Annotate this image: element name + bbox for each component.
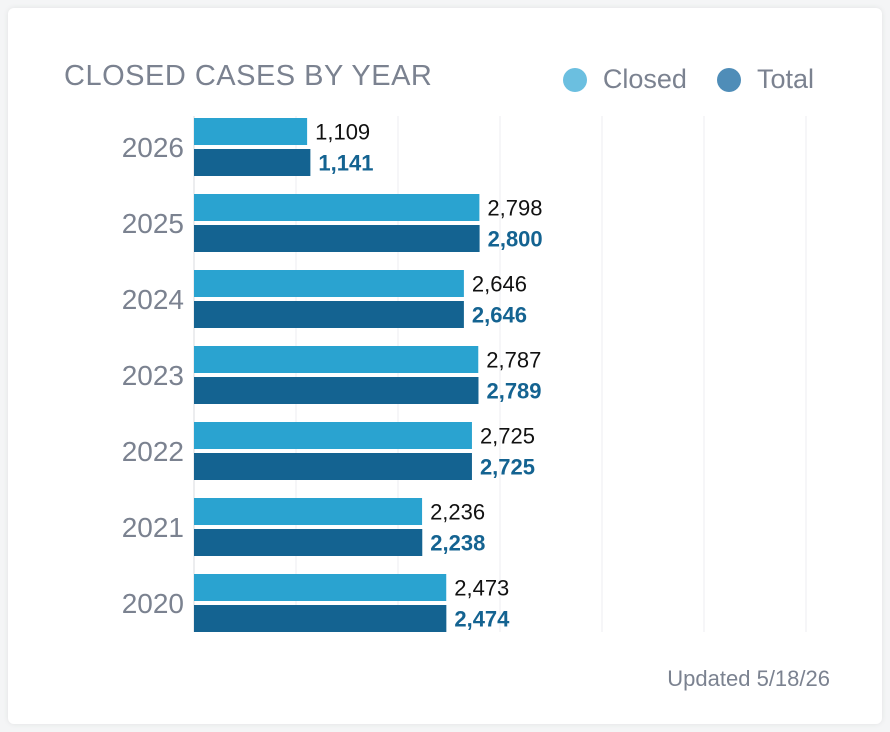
category-label: 2020 xyxy=(122,588,184,619)
data-label-closed: 2,787 xyxy=(486,348,541,373)
legend-label-total: Total xyxy=(756,64,814,94)
category-label: 2026 xyxy=(122,132,184,163)
data-label-closed: 2,236 xyxy=(430,500,485,525)
chart-card: CLOSED CASES BY YEAR Closed Total 2026 1,… xyxy=(8,8,882,724)
bar-closed xyxy=(194,270,464,297)
bar-total xyxy=(194,377,479,404)
data-label-total: 2,238 xyxy=(430,531,485,556)
legend-item-closed[interactable]: Closed xyxy=(562,64,687,95)
bar-closed xyxy=(194,498,423,525)
bar-total xyxy=(194,453,472,480)
category-label: 2023 xyxy=(122,360,184,391)
legend-label-closed: Closed xyxy=(602,64,687,94)
bar-total xyxy=(194,149,311,176)
data-label-closed: 2,798 xyxy=(487,196,542,221)
bar-closed xyxy=(194,346,479,373)
data-label-closed: 2,646 xyxy=(472,272,527,297)
bar-closed xyxy=(194,422,472,449)
bar-closed xyxy=(194,118,308,145)
chart-title: CLOSED CASES BY YEAR xyxy=(64,60,433,92)
bar-chart: 2026 1,109 1,141 2025 2,798 2,800 2024 2,646 2,6… xyxy=(122,116,807,632)
bar-closed xyxy=(194,194,480,221)
chart-legend: Closed Total xyxy=(533,64,814,95)
category-label: 2025 xyxy=(122,208,184,239)
legend-swatch-closed xyxy=(562,67,587,92)
data-label-closed: 2,725 xyxy=(480,424,535,449)
data-label-closed: 1,109 xyxy=(315,120,370,145)
legend-item-total[interactable]: Total xyxy=(716,64,814,95)
data-label-total: 1,141 xyxy=(318,151,373,176)
category-label: 2024 xyxy=(122,284,184,315)
data-label-total: 2,789 xyxy=(486,379,541,404)
legend-swatch-total xyxy=(716,67,741,92)
data-label-closed: 2,473 xyxy=(454,576,509,601)
bar-total xyxy=(194,301,464,328)
data-label-total: 2,474 xyxy=(454,607,510,632)
bar-total xyxy=(194,225,480,252)
bar-total xyxy=(194,605,447,632)
data-label-total: 2,646 xyxy=(472,303,527,328)
category-label: 2021 xyxy=(122,512,184,543)
bar-total xyxy=(194,529,423,556)
data-label-total: 2,800 xyxy=(488,227,543,252)
bar-closed xyxy=(194,574,447,601)
data-label-total: 2,725 xyxy=(480,455,535,480)
updated-date-label: Updated 5/18/26 xyxy=(667,666,830,691)
category-label: 2022 xyxy=(122,436,184,467)
